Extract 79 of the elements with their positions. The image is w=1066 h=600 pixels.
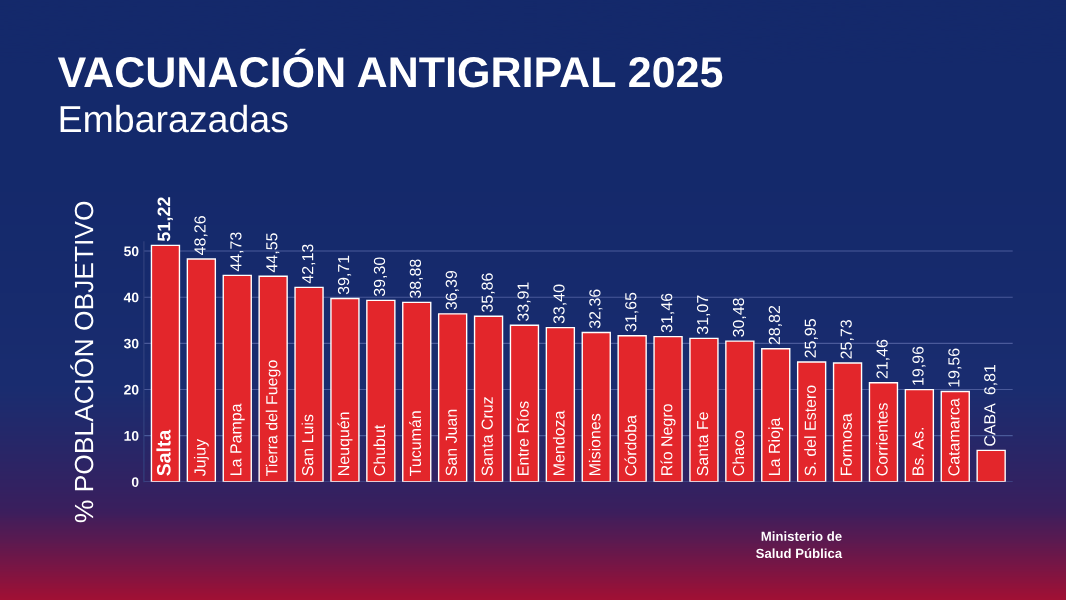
data-label: 48,26	[194, 216, 208, 255]
data-label: 30,48	[732, 298, 747, 337]
bar	[689, 337, 719, 482]
y-tick-label: 10	[124, 430, 139, 441]
x-tick-label: Santa Cruz	[481, 397, 493, 476]
x-tick-label: La Rioja	[768, 417, 784, 475]
bar	[222, 274, 252, 482]
x-tick-label: Chubut	[373, 424, 386, 476]
x-tick-label: Bs. As.	[912, 428, 924, 475]
y-tick-label: 0	[131, 477, 139, 487]
bar	[796, 361, 827, 482]
data-label: 36,39	[445, 270, 459, 310]
bar	[653, 335, 683, 482]
category-label: CABA 6,81	[984, 364, 998, 446]
data-label: 21,46	[876, 339, 890, 379]
y-tick-label: 40	[123, 292, 139, 303]
x-tick-label: Santa Fe	[696, 412, 709, 476]
bar	[366, 299, 396, 482]
bar	[509, 324, 540, 482]
bar	[761, 348, 791, 482]
x-tick-label: Jujuy	[193, 439, 209, 477]
bar	[832, 362, 863, 482]
text: Ministerio de Salud Pública	[756, 531, 843, 559]
data-label: 31,65	[625, 292, 639, 332]
bar	[258, 275, 288, 482]
data-label: 19,56	[948, 348, 962, 387]
bar	[437, 313, 468, 482]
x-tick-label: S. del Estero	[804, 385, 816, 476]
x-tick-label: Entre Ríos	[516, 401, 529, 475]
x-tick-label: La Pampa	[230, 403, 245, 475]
bar	[330, 297, 360, 482]
y-axis-title: % POBLACIÓN OBJETIVO	[70, 201, 94, 523]
data-label: 44,55	[266, 233, 280, 273]
x-tick-label: San Juan	[445, 409, 457, 476]
x-tick-label: Misiones	[588, 413, 601, 475]
x-tick-label: Salta	[156, 429, 171, 476]
bar	[150, 244, 181, 482]
data-label: 39,30	[373, 257, 388, 297]
bar	[725, 340, 755, 482]
bar	[545, 326, 576, 482]
x-tick-label: Tierra del Fuego	[265, 360, 281, 476]
y-tick-label: 50	[124, 246, 139, 257]
bar	[402, 301, 432, 482]
data-label: 19,96	[912, 346, 926, 385]
chart-subtitle: Embarazadas	[60, 104, 288, 133]
data-label: 31,07	[696, 295, 711, 335]
x-tick-label: Neuquén	[337, 412, 353, 475]
y-tick-label: 20	[124, 384, 139, 395]
data-label: 32,36	[589, 289, 603, 329]
x-tick-label: Catamarca	[948, 398, 960, 476]
x-tick-label: San Luis	[301, 414, 314, 476]
bar	[976, 449, 1006, 482]
x-tick-label: Chaco	[732, 430, 745, 476]
data-label: 38,88	[409, 259, 423, 299]
x-tick-label: Río Negro	[660, 404, 676, 475]
x-tick-label: Córdoba	[624, 414, 637, 476]
x-tick-label: Formosa	[840, 413, 852, 475]
bar	[294, 286, 324, 482]
data-label: 51,22	[157, 197, 173, 242]
data-label: 33,40	[553, 284, 567, 324]
data-label: 31,46	[661, 293, 675, 333]
chart-title: VACUNACIÓN ANTIGRIPAL 2025	[57, 48, 723, 88]
bar	[617, 335, 647, 482]
data-label: 39,71	[337, 255, 352, 295]
data-label: 42,13	[302, 244, 316, 284]
x-tick-label: Mendoza	[552, 410, 565, 475]
x-tick-label: Corrientes	[876, 403, 888, 476]
data-label: 28,82	[768, 305, 782, 345]
data-label: 33,91	[517, 282, 531, 321]
data-label: 35,86	[481, 273, 495, 312]
x-tick-label: Tucumán	[409, 411, 422, 476]
data-label: 25,73	[840, 320, 854, 359]
bar	[581, 331, 611, 482]
bar	[473, 315, 504, 482]
bar	[186, 258, 217, 482]
data-label: 25,95	[804, 319, 818, 358]
y-tick-label: 30	[123, 338, 139, 349]
data-label: 44,73	[230, 232, 244, 272]
bar	[904, 388, 935, 482]
